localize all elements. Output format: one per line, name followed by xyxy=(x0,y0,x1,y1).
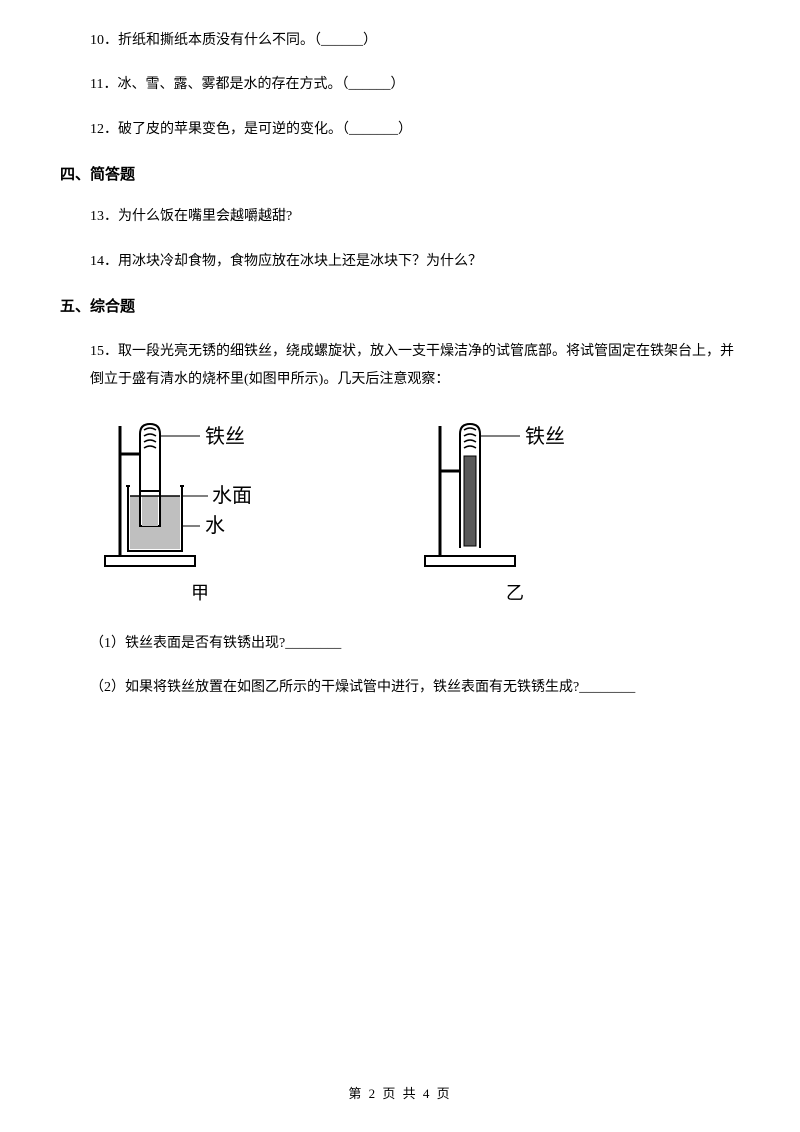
diagram-container: 铁丝 水面 水 甲 铁丝 乙 xyxy=(60,416,740,605)
question-11: 11．冰、雪、露、雾都是水的存在方式。（______） xyxy=(60,74,740,96)
q10-num: 10． xyxy=(90,33,118,48)
section-5-title: 五、综合题 xyxy=(60,295,740,316)
q10-text: 折纸和撕纸本质没有什么不同。（______） xyxy=(118,33,377,48)
diagram-b-svg: 铁丝 xyxy=(420,416,610,571)
q15-text: 取一段光亮无锈的细铁丝，绕成螺旋状，放入一支干燥洁净的试管底部。将试管固定在铁架… xyxy=(90,344,734,387)
question-15-1: （1）铁丝表面是否有铁锈出现?________ xyxy=(60,633,740,655)
q14-text: 用冰块冷却食物，食物应放在冰块上还是冰块下？为什么？ xyxy=(118,254,482,269)
diagram-a: 铁丝 水面 水 甲 xyxy=(100,416,300,605)
label-wire-a: 铁丝 xyxy=(205,425,245,448)
diagram-a-svg: 铁丝 水面 水 xyxy=(100,416,300,571)
question-10: 10．折纸和撕纸本质没有什么不同。（______） xyxy=(60,30,740,52)
section-4-title: 四、简答题 xyxy=(60,163,740,184)
label-water: 水 xyxy=(205,514,225,537)
q11-text: 冰、雪、露、雾都是水的存在方式。（______） xyxy=(117,77,404,92)
question-15: 15．取一段光亮无锈的细铁丝，绕成螺旋状，放入一支干燥洁净的试管底部。将试管固定… xyxy=(60,338,740,394)
q13-text: 为什么饭在嘴里会越嚼越甜? xyxy=(118,209,292,224)
question-13: 13．为什么饭在嘴里会越嚼越甜? xyxy=(60,206,740,228)
diagram-b-caption: 乙 xyxy=(506,579,524,605)
question-14: 14．用冰块冷却食物，食物应放在冰块上还是冰块下？为什么？ xyxy=(60,251,740,273)
page-footer: 第 2 页 共 4 页 xyxy=(0,1083,800,1102)
q12-num: 12． xyxy=(90,122,118,137)
label-surface: 水面 xyxy=(212,484,252,507)
diagram-b: 铁丝 乙 xyxy=(420,416,610,605)
q11-num: 11． xyxy=(90,77,117,92)
label-wire-b: 铁丝 xyxy=(525,425,565,448)
question-15-2: （2）如果将铁丝放置在如图乙所示的干燥试管中进行，铁丝表面有无铁锈生成?____… xyxy=(60,677,740,699)
q12-text: 破了皮的苹果变色，是可逆的变化。（_______） xyxy=(118,122,412,137)
q13-num: 13． xyxy=(90,209,118,224)
q14-num: 14． xyxy=(90,254,118,269)
question-12: 12．破了皮的苹果变色，是可逆的变化。（_______） xyxy=(60,119,740,141)
diagram-a-caption: 甲 xyxy=(191,579,209,605)
q15-num: 15． xyxy=(90,344,118,359)
